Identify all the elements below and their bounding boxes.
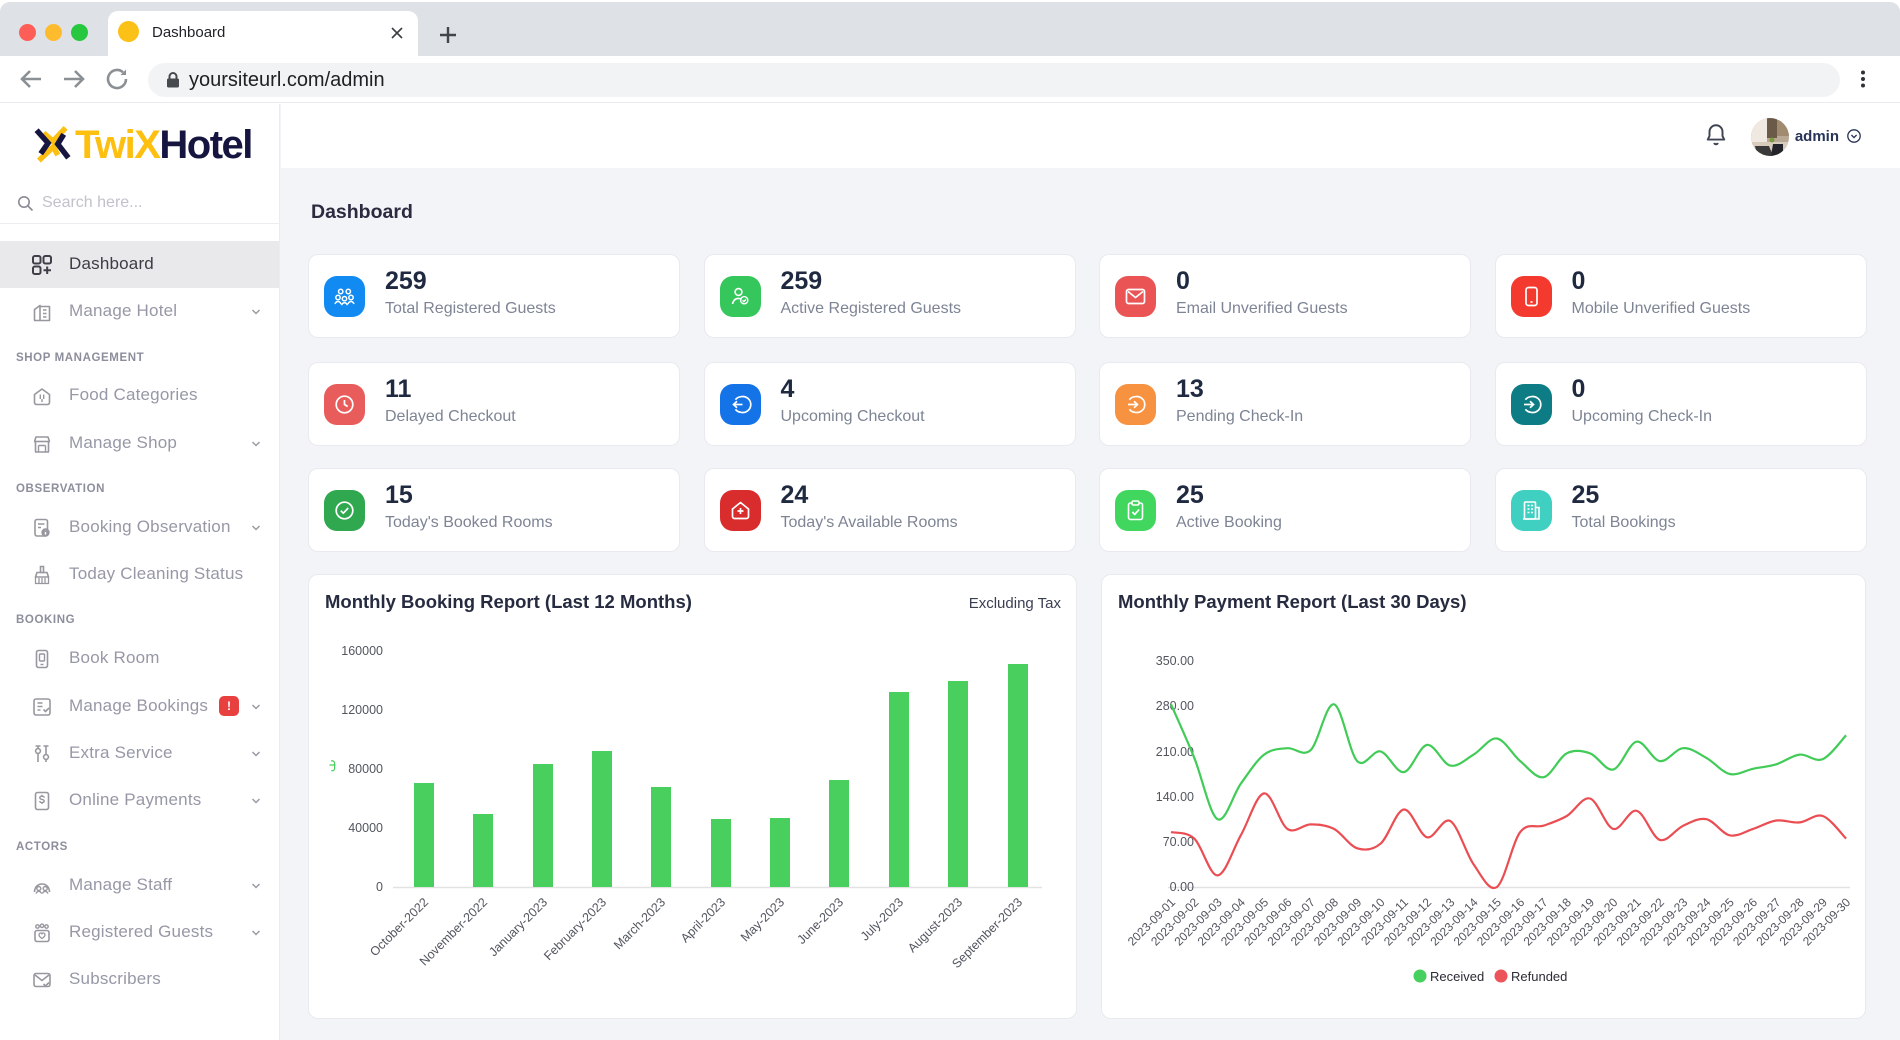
svg-text:Refunded: Refunded <box>1511 969 1567 984</box>
svg-text:40000: 40000 <box>348 821 383 835</box>
svg-text:April-2023: April-2023 <box>678 895 728 945</box>
svg-text:October-2022: October-2022 <box>367 895 431 959</box>
svg-text:160000: 160000 <box>341 644 383 658</box>
svg-text:0.00: 0.00 <box>1170 880 1194 894</box>
svg-text:350.00: 350.00 <box>1156 654 1194 668</box>
svg-text:70.00: 70.00 <box>1163 835 1194 849</box>
svg-text:May-2023: May-2023 <box>738 895 787 944</box>
svg-text:0: 0 <box>376 880 383 894</box>
svg-text:210.00: 210.00 <box>1156 745 1194 759</box>
svg-text:February-2023: February-2023 <box>541 895 609 963</box>
svg-text:January-2023: January-2023 <box>486 895 550 959</box>
svg-text:120000: 120000 <box>341 703 383 717</box>
svg-text:June-2023: June-2023 <box>794 895 846 947</box>
svg-text:March-2023: March-2023 <box>611 895 668 952</box>
svg-text:Received: Received <box>1430 969 1484 984</box>
svg-text:July-2023: July-2023 <box>858 895 906 943</box>
svg-text:August-2023: August-2023 <box>905 895 965 955</box>
svg-text:280.00: 280.00 <box>1156 699 1194 713</box>
svg-text:80000: 80000 <box>348 762 383 776</box>
svg-text:140.00: 140.00 <box>1156 790 1194 804</box>
